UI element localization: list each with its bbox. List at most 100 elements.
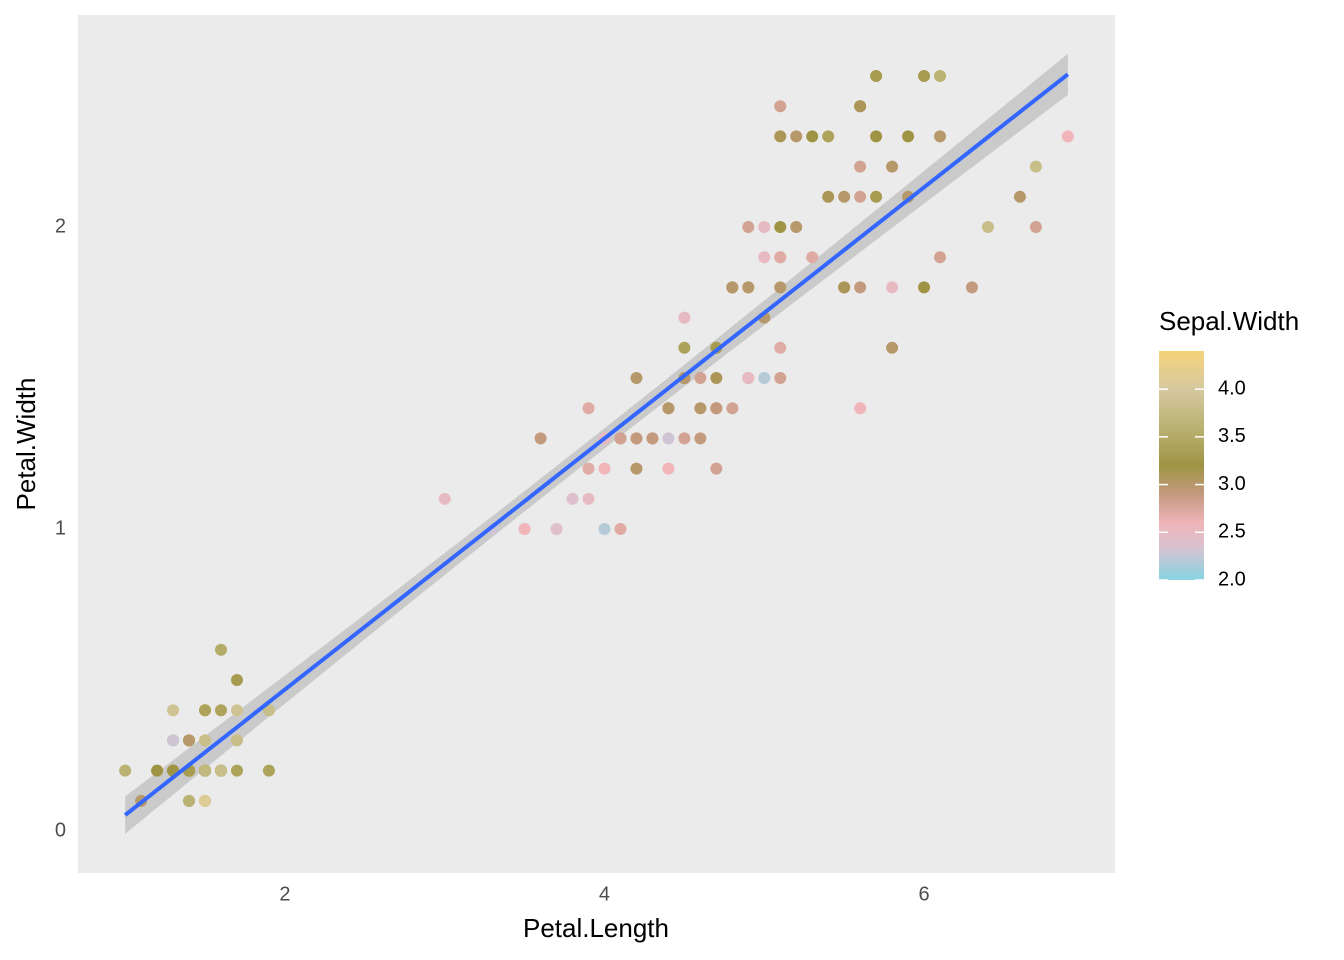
trend-line: [123, 72, 1070, 817]
point: [1029, 221, 1042, 234]
point: [854, 190, 867, 203]
point: [710, 372, 723, 385]
point: [630, 462, 643, 475]
y-axis-title: Petal.Width: [11, 378, 41, 511]
point: [774, 100, 787, 113]
point: [167, 704, 180, 717]
point: [806, 251, 819, 264]
point: [550, 523, 563, 536]
point: [230, 704, 243, 717]
legend-title: Sepal.Width: [1159, 306, 1299, 336]
point: [710, 462, 723, 475]
point: [662, 402, 675, 415]
point: [742, 372, 755, 385]
point: [854, 160, 867, 173]
point: [662, 432, 675, 445]
point: [918, 70, 931, 83]
point: [902, 130, 915, 143]
point: [886, 281, 899, 294]
y-tick-label: 2: [55, 215, 66, 237]
point: [598, 462, 611, 475]
point: [758, 221, 771, 234]
point: [758, 372, 771, 385]
point: [710, 402, 723, 415]
point: [870, 70, 883, 83]
point: [790, 130, 803, 143]
point: [566, 492, 579, 505]
point: [518, 523, 531, 536]
point: [694, 402, 707, 415]
point: [167, 734, 180, 747]
point: [230, 734, 243, 747]
x-axis-title: Petal.Length: [523, 913, 669, 943]
point: [965, 281, 978, 294]
y-tick-label: 1: [55, 517, 66, 539]
point: [215, 643, 228, 656]
point: [199, 764, 212, 777]
point: [614, 432, 627, 445]
point: [694, 372, 707, 385]
point: [822, 190, 835, 203]
colorbar: [1159, 351, 1204, 580]
point: [199, 704, 212, 717]
point: [678, 341, 691, 354]
point: [742, 221, 755, 234]
point: [215, 764, 228, 777]
x-tick-label: 6: [918, 883, 929, 905]
point: [758, 251, 771, 264]
point: [119, 764, 132, 777]
point: [886, 341, 899, 354]
point: [678, 311, 691, 324]
point: [598, 523, 611, 536]
point: [262, 764, 275, 777]
point: [1061, 130, 1074, 143]
point: [151, 764, 164, 777]
point: [215, 704, 228, 717]
point: [774, 341, 787, 354]
y-tick-label: 0: [55, 819, 66, 841]
point: [838, 190, 851, 203]
point: [774, 281, 787, 294]
point: [230, 764, 243, 777]
point: [870, 190, 883, 203]
legend-label: 3.5: [1218, 425, 1246, 447]
point: [199, 794, 212, 807]
point: [582, 462, 595, 475]
point: [183, 734, 196, 747]
legend-label: 4.0: [1218, 377, 1246, 399]
point: [662, 462, 675, 475]
point: [534, 432, 547, 445]
point: [646, 432, 659, 445]
point: [726, 281, 739, 294]
point: [678, 432, 691, 445]
point: [774, 130, 787, 143]
point: [630, 372, 643, 385]
point: [230, 674, 243, 687]
point: [694, 432, 707, 445]
point: [614, 523, 627, 536]
point: [806, 130, 819, 143]
point: [438, 492, 451, 505]
point: [199, 734, 212, 747]
legend-label: 2.5: [1218, 521, 1246, 543]
point: [918, 281, 931, 294]
point: [934, 251, 947, 264]
point: [790, 221, 803, 234]
x-tick-label: 2: [279, 883, 290, 905]
point: [630, 432, 643, 445]
point: [262, 704, 275, 717]
point: [1029, 160, 1042, 173]
point: [934, 70, 947, 83]
point: [886, 160, 899, 173]
point: [822, 130, 835, 143]
point: [582, 492, 595, 505]
point: [774, 372, 787, 385]
point: [838, 281, 851, 294]
point: [934, 130, 947, 143]
point: [726, 402, 739, 415]
point: [981, 221, 994, 234]
point: [870, 130, 883, 143]
point: [774, 251, 787, 264]
x-tick-label: 4: [599, 883, 610, 905]
